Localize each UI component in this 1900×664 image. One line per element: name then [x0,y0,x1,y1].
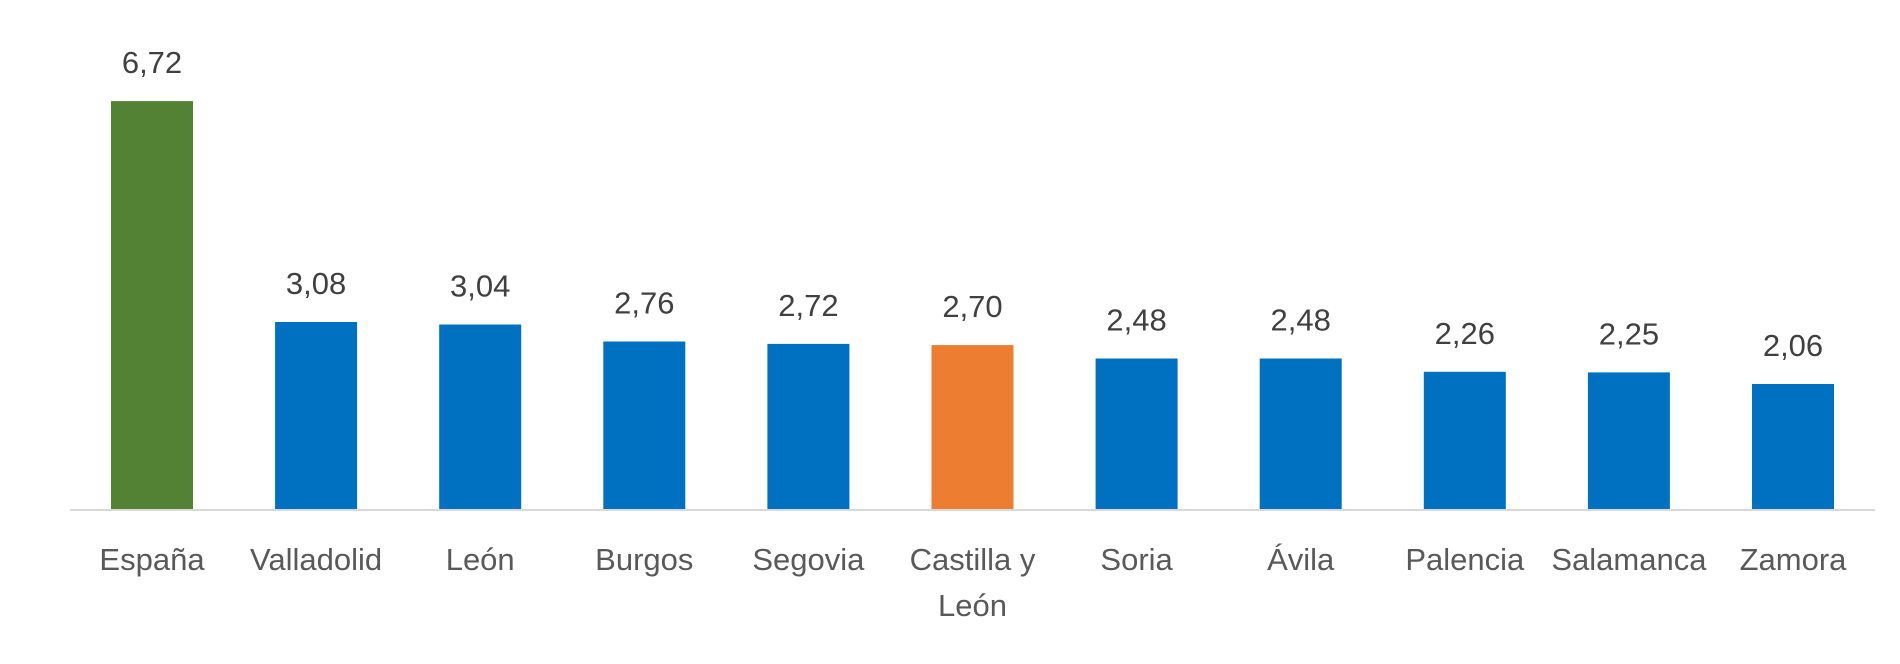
bar [439,324,522,509]
data-label: 3,08 [286,266,346,301]
category-label: Soria [1100,542,1173,577]
bar [1752,384,1834,509]
category-label: Segovia [752,542,865,577]
category-labels-group: España Valladolid León Burgos Segovia Castill… [99,542,1847,623]
category-label: Salamanca [1551,542,1707,577]
bar [111,101,193,509]
data-label: 2,06 [1763,328,1823,363]
data-label: 2,70 [942,289,1002,324]
bar [603,341,686,509]
data-label: 6,72 [122,45,182,80]
data-label: 2,76 [614,286,674,321]
bars-group [111,101,1834,509]
category-label: Ávila [1267,542,1335,577]
data-label: 2,48 [1106,303,1166,338]
data-label: 2,25 [1599,316,1659,351]
category-label: España [99,542,205,577]
bar [767,343,850,509]
bar [1423,371,1506,509]
data-label: 2,48 [1271,303,1331,338]
category-label: León [446,542,515,577]
bar [1587,372,1670,509]
bar [931,345,1014,509]
data-label: 2,26 [1435,316,1495,351]
bar [1095,358,1178,509]
category-label: Burgos [595,542,693,577]
category-label: Zamora [1740,542,1848,577]
data-label: 2,72 [778,288,838,323]
category-label: Palencia [1405,542,1525,577]
category-label: Valladolid [250,542,382,577]
value-labels-group: 6,72 3,08 3,04 2,76 2,72 2,70 2,48 2,48 2,26 2,25… [122,45,1823,363]
bar [275,322,358,509]
data-label: 3,04 [450,269,510,304]
category-label: León [938,588,1007,623]
bar [1259,358,1342,509]
category-label: Castilla y [910,542,1036,577]
